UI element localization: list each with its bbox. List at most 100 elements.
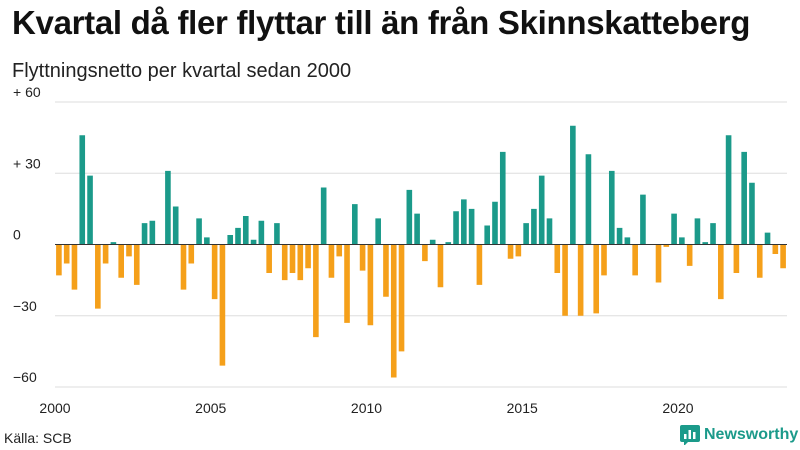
bar: [110, 242, 117, 245]
bar: [172, 206, 179, 245]
bar: [79, 135, 86, 245]
y-tick-label: 0: [13, 227, 21, 243]
bar: [492, 201, 498, 245]
bar: [266, 244, 272, 273]
bar: [367, 244, 374, 326]
bar: [468, 208, 475, 245]
bar: [422, 244, 428, 262]
bar: [601, 244, 607, 276]
bar: [733, 244, 740, 273]
bar: [562, 244, 568, 316]
bar: [375, 218, 381, 245]
bar: [655, 244, 662, 283]
bar: [437, 244, 444, 288]
brand-logo[interactable]: Newsworthy: [680, 425, 798, 445]
bar: [570, 125, 576, 245]
bar: [281, 244, 288, 281]
bar: [297, 244, 304, 281]
newsworthy-logo-icon: [680, 425, 700, 445]
bar: [554, 244, 561, 273]
bar: [235, 227, 241, 245]
bar: [414, 213, 420, 245]
bar: [523, 223, 529, 245]
bar: [756, 244, 763, 278]
bar: [126, 244, 132, 257]
bar: [227, 235, 234, 245]
bars: [56, 125, 786, 378]
bar: [671, 213, 677, 245]
bar: [640, 194, 646, 245]
bar: [453, 211, 459, 245]
chart-subtitle: Flyttningsnetto per kvartal sedan 2000: [12, 60, 352, 82]
bar: [149, 220, 156, 245]
bar: [686, 244, 693, 266]
bar: [390, 244, 397, 378]
bar: [141, 223, 148, 245]
x-tick-label: 2020: [662, 400, 693, 416]
bar: [546, 218, 553, 245]
bar: [313, 244, 319, 338]
bar: [258, 220, 265, 245]
bar: [242, 216, 249, 245]
bar: [219, 244, 226, 366]
y-tick-label: + 60: [13, 84, 41, 100]
x-tick-label: 2010: [351, 400, 382, 416]
bar: [476, 244, 483, 285]
bar: [515, 244, 522, 257]
bar: [87, 175, 93, 245]
bar: [694, 218, 701, 245]
brand-name: Newsworthy: [704, 426, 799, 443]
bar: [336, 244, 343, 257]
y-tick-label: + 30: [13, 155, 41, 171]
bar: [608, 170, 615, 245]
bar: [484, 225, 490, 245]
bar: [718, 244, 724, 300]
y-axis-tick-labels: −60 −30 0 + 30 + 60: [13, 84, 41, 385]
x-tick-label: 2005: [195, 400, 226, 416]
y-tick-label: −30: [13, 298, 37, 314]
bar: [538, 175, 545, 245]
bar: [499, 151, 506, 245]
bar: [63, 244, 70, 264]
bar: [780, 244, 786, 269]
bar: [250, 239, 257, 245]
bar: [429, 239, 436, 245]
bar: [118, 244, 124, 278]
bar: [406, 189, 413, 245]
chart-title: Kvartal då fler flyttar till än från Ski…: [12, 4, 751, 41]
bar: [585, 154, 592, 245]
bar: [328, 244, 335, 278]
bar: [531, 208, 537, 245]
bar: [180, 244, 187, 290]
bar: [445, 242, 452, 245]
bar: [71, 244, 78, 290]
bar: [305, 244, 311, 269]
bar: [359, 244, 366, 271]
bar: [383, 244, 389, 297]
bar: [772, 244, 779, 254]
bar: [624, 237, 631, 245]
bar: [352, 204, 358, 245]
x-axis-tick-labels: 2000 2005 2010 2015 2020: [39, 400, 693, 416]
bar: [461, 199, 467, 245]
bar: [725, 135, 732, 245]
bar: [679, 237, 685, 245]
bar: [710, 223, 716, 245]
gridlines: [55, 101, 787, 388]
bar: [165, 170, 171, 245]
bar: [764, 232, 771, 245]
bar: [632, 244, 638, 276]
bar: [274, 223, 280, 245]
bar: [102, 244, 109, 264]
bar: [702, 242, 709, 245]
bar: [56, 244, 62, 276]
bar: [344, 244, 350, 323]
bar: [204, 237, 210, 245]
bar: [593, 244, 600, 314]
bar: [398, 244, 405, 352]
source-note: Källa: SCB: [4, 430, 72, 446]
y-tick-label: −60: [13, 369, 37, 385]
bar: [211, 244, 218, 300]
bar: [577, 244, 584, 316]
